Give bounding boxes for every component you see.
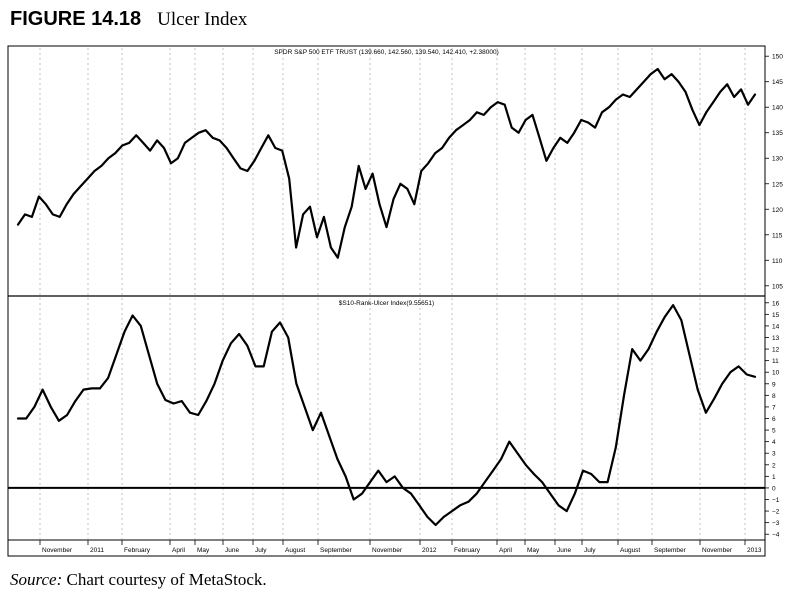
source-note: Source: Chart courtesy of MetaStock.	[10, 570, 267, 590]
ulcer-ytick-label: 8	[772, 393, 776, 400]
xaxis-label: April	[172, 547, 186, 554]
figure-title: Ulcer Index	[157, 9, 248, 30]
ulcer-ytick-label: 1	[772, 474, 776, 481]
ulcer-ytick-label: −4	[772, 532, 780, 539]
ulcer-ytick-label: 11	[772, 358, 779, 365]
xaxis-label: August	[285, 547, 305, 554]
chart-frame	[7, 45, 766, 557]
price-ytick-label: 135	[772, 130, 783, 137]
xaxis-label: November	[702, 547, 733, 554]
price-ytick-label: 130	[772, 156, 783, 163]
xaxis-label: February	[454, 547, 481, 554]
ulcer-ytick-label: 6	[772, 416, 776, 423]
ulcer-ytick-label: 3	[772, 451, 776, 458]
ulcer-ytick-label: 12	[772, 347, 780, 354]
xaxis-label: May	[527, 547, 540, 554]
ulcer-ytick-label: 10	[772, 370, 780, 377]
price-ytick-label: 140	[772, 105, 783, 112]
ulcer-ytick-label: 4	[772, 439, 776, 446]
xaxis-label: July	[584, 547, 596, 554]
ulcer-ytick-label: 0	[772, 485, 776, 492]
price-ytick-label: 115	[772, 232, 783, 239]
ulcer-ytick-label: 15	[772, 312, 780, 319]
figure-header: FIGURE 14.18 Ulcer Index	[10, 4, 247, 34]
ulcer-ytick-label: 9	[772, 381, 776, 388]
figure-number: FIGURE 14.18	[10, 8, 142, 30]
price-ytick-label: 150	[772, 54, 783, 61]
xaxis-label: July	[255, 547, 267, 554]
ulcer-ytick-label: −2	[772, 509, 780, 516]
xaxis-label: February	[124, 547, 151, 554]
source-text: Chart courtesy of MetaStock.	[66, 570, 267, 589]
price-ytick-label: 105	[772, 283, 783, 290]
xaxis-label: 2012	[422, 547, 437, 554]
ulcer-ytick-label: 14	[772, 323, 780, 330]
price-line	[16, 67, 757, 259]
xaxis-label: September	[320, 547, 353, 554]
xaxis-label: 2013	[747, 547, 762, 554]
xaxis-label: September	[654, 547, 687, 554]
source-label: Source:	[10, 570, 63, 589]
ulcer-line	[16, 304, 757, 527]
ulcer-ytick-label: 5	[772, 428, 776, 435]
ulcer-ytick-label: 7	[772, 404, 776, 411]
xaxis-label: 2011	[90, 547, 104, 554]
xaxis-label: June	[557, 547, 571, 554]
price-ytick-label: 120	[772, 207, 783, 214]
ulcer-ytick-label: 13	[772, 335, 780, 342]
xaxis-label: November	[42, 547, 73, 554]
price-title: SPDR S&P 500 ETF TRUST (139.660, 142.560…	[274, 49, 499, 56]
xaxis-label: August	[620, 547, 640, 554]
ulcer-ytick-label: −3	[772, 520, 780, 527]
xaxis-label: November	[372, 547, 403, 554]
xaxis-label: April	[499, 547, 513, 554]
ulcer-ytick-label: 16	[772, 300, 780, 307]
ulcer-title: $S10-Rank-Ulcer Index(9.55651)	[339, 300, 434, 307]
xaxis-label: June	[225, 547, 239, 554]
ulcer-ytick-label: 2	[772, 462, 776, 469]
xaxis-label: May	[197, 547, 210, 554]
ulcer-ytick-label: −1	[772, 497, 780, 504]
price-ytick-label: 145	[772, 79, 783, 86]
price-ytick-label: 110	[772, 258, 783, 265]
price-ytick-label: 125	[772, 181, 783, 188]
